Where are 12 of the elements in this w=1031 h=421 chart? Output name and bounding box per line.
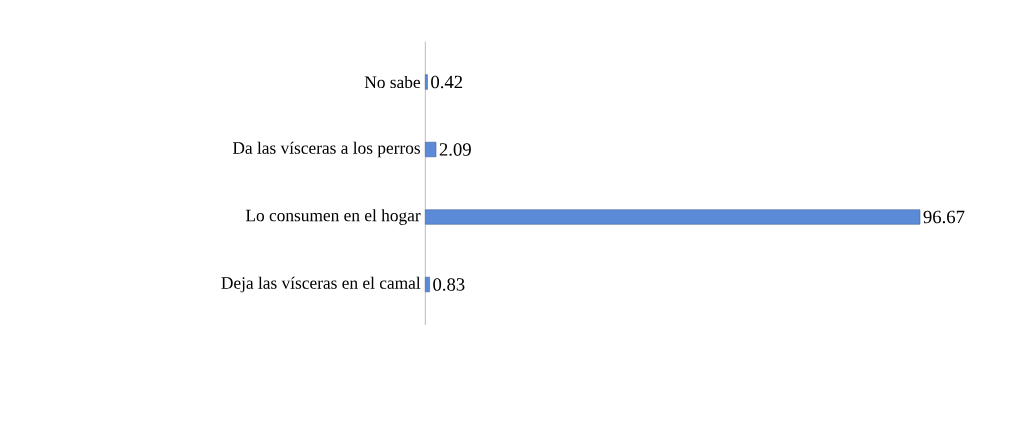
bar (425, 74, 428, 90)
y-tick-label: Deja las vísceras en el camal (221, 276, 421, 293)
data-label: 0.83 (433, 278, 465, 291)
data-label: 2.09 (439, 143, 471, 156)
y-tick-label: Da las vísceras a los perros (232, 141, 421, 158)
data-label: 96.67 (923, 210, 965, 224)
bar (425, 276, 430, 293)
bar (425, 209, 921, 225)
y-tick-label: Lo consumen en el hogar (245, 209, 421, 225)
y-tick-label: No sabe (364, 75, 421, 89)
data-label: 0.42 (431, 75, 463, 89)
bar (425, 141, 437, 158)
